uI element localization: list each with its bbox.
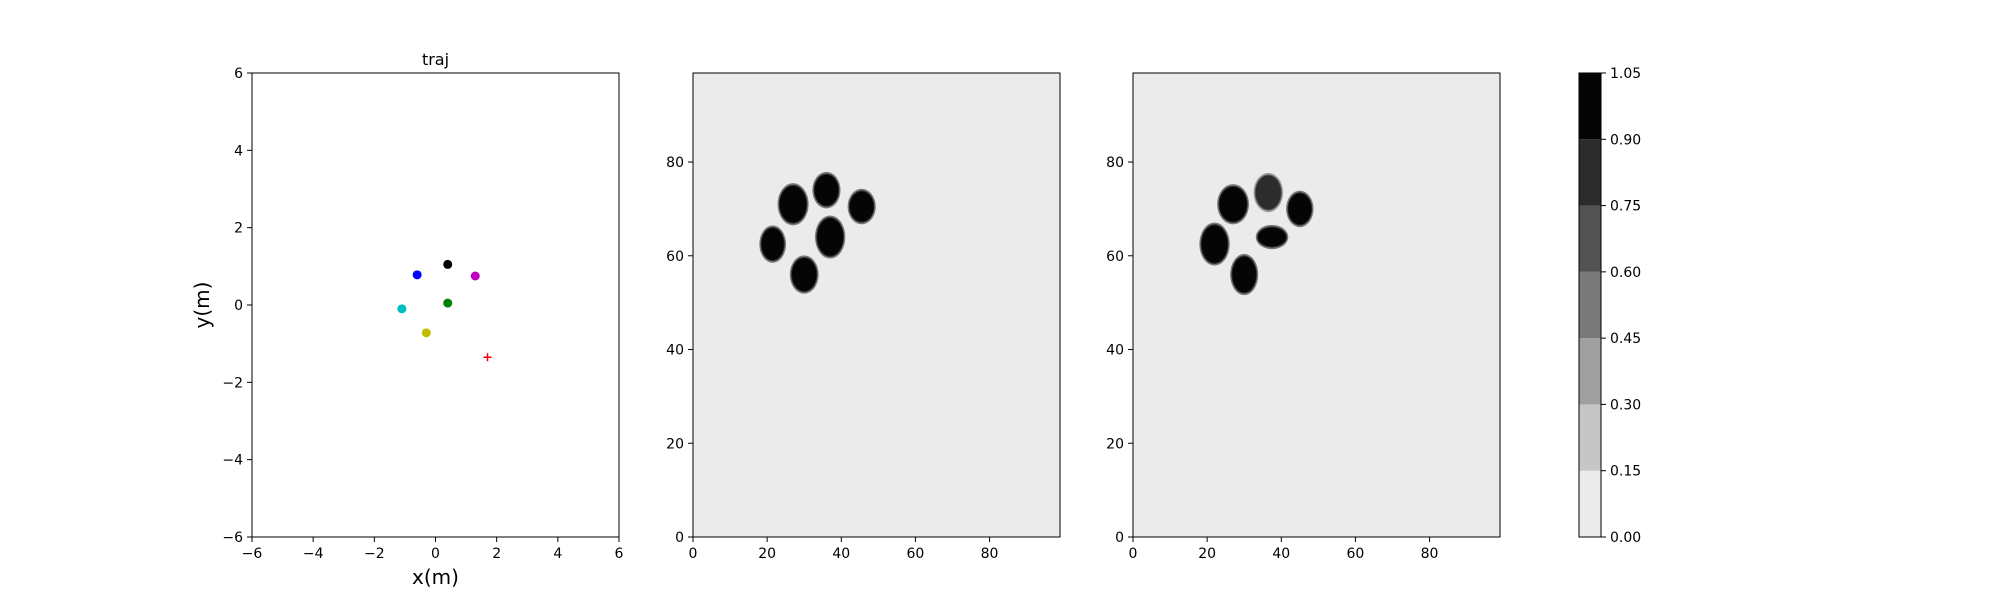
y-tick-label: −4 [222,453,243,469]
x-tick-label: 40 [832,546,850,562]
heatmap-blob [761,228,784,261]
x-tick-label: 4 [553,546,562,562]
plot-area [252,73,619,537]
x-tick-label: −6 [242,546,263,562]
heatmap-background [1133,73,1500,537]
y-tick-label: 60 [666,249,684,265]
y-tick-label: 40 [666,343,684,359]
x-tick-label: 0 [431,546,440,562]
y-tick-label: 20 [1106,436,1124,452]
heatmap-plot-1: 0 20 40 60 80 0 20 40 60 80 [666,72,1061,562]
colorbar: 0.00 0.15 0.30 0.45 0.60 0.75 0.90 1.05 [1578,66,1641,546]
heatmap-blob [791,258,817,291]
colorbar-band [1579,404,1601,471]
x-tick-label: 80 [1421,546,1439,562]
heatmap-blob [1232,256,1257,293]
x-tick-label: 2 [492,546,501,562]
colorbar-tick-label: 0.90 [1610,132,1641,148]
heatmap-blob [814,174,839,206]
y-tick-label: 4 [234,143,243,159]
y-tick-label: 20 [666,436,684,452]
x-tick-label: 60 [907,546,925,562]
scatter-point [443,259,453,269]
colorbar-band [1579,139,1601,206]
colorbar-tick-label: 1.05 [1610,66,1641,82]
x-axis-label: x(m) [412,565,459,589]
trajectory-plot: −6 −4 −2 0 2 4 6 −6 −4 −2 0 2 4 6 traj x(m) y(m) [190,50,624,589]
colorbar-tick-label: 0.15 [1610,464,1641,480]
colorbar-band [1579,470,1601,537]
x-tick-label: −4 [303,546,324,562]
heatmap-background [693,73,1060,537]
heatmap-blob [779,185,807,223]
y-tick-label: 0 [234,298,243,314]
y-tick-label: 6 [234,66,243,82]
heatmap-blob [1288,193,1312,225]
heatmap-plot-2: 0 20 40 60 80 0 20 40 60 80 [1106,72,1501,562]
x-tick-label: 20 [758,546,776,562]
colorbar-tick-label: 0.75 [1610,199,1641,215]
colorbar-tick-label: 0.00 [1610,530,1641,546]
plot-frame [1132,72,1501,538]
x-tick-label: 60 [1347,546,1365,562]
y-tick-label: −2 [222,375,243,391]
x-tick-label: 6 [615,546,624,562]
plot-frame [251,72,620,538]
x-tick-label: 80 [981,546,999,562]
colorbar-band [1579,338,1601,405]
x-tick-label: −2 [364,546,385,562]
colorbar-frame [1578,72,1602,538]
y-tick-label: −6 [222,530,243,546]
scatter-point [421,328,431,338]
heatmap-blob [849,191,874,222]
heatmap-blob [1257,227,1287,247]
colorbar-band [1579,271,1601,339]
colorbar-tick-label: 0.45 [1610,331,1641,347]
colorbar-tick-label: 0.60 [1610,265,1641,281]
scatter-point [397,304,407,314]
y-tick-label: 40 [1106,343,1124,359]
y-tick-label: 60 [1106,249,1124,265]
scatter-point [412,270,422,280]
x-tick-label: 20 [1198,546,1216,562]
x-tick-label: 40 [1272,546,1290,562]
y-tick-label: 2 [234,221,243,237]
colorbar-tick-label: 0.30 [1610,397,1641,413]
y-axis-label: y(m) [190,282,214,329]
heatmap-blob [1201,225,1228,263]
heatmap-blob [1219,186,1247,222]
y-tick-label: 0 [1115,530,1124,546]
plot-title: traj [422,50,449,69]
x-tick-label: 0 [1129,546,1138,562]
heatmap-blob [817,218,844,256]
plus-marker [483,353,492,362]
heatmap-blob [1255,175,1281,210]
x-tick-label: 0 [689,546,698,562]
y-tick-label: 0 [675,530,684,546]
plot-frame [692,72,1061,538]
colorbar-band [1579,205,1601,272]
y-tick-label: 80 [1106,155,1124,171]
scatter-point [470,271,480,281]
colorbar-band [1579,73,1601,140]
y-tick-label: 80 [666,155,684,171]
scatter-point [443,298,453,308]
